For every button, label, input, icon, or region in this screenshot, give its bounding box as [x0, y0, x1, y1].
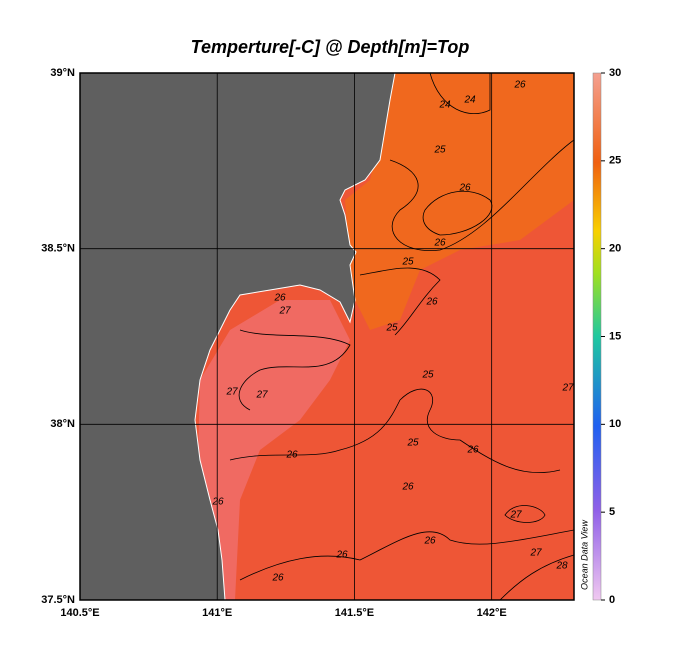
contour-label: 26 — [513, 80, 526, 91]
contour-line — [389, 139, 574, 252]
x-tick-label: 141.5°E — [335, 607, 374, 619]
contour-label: 26 — [423, 536, 436, 547]
colorbar-label: 0 — [609, 594, 615, 606]
colorbar-label: 15 — [609, 330, 621, 342]
contour-label: 26 — [273, 293, 286, 304]
colorbar-label: 10 — [609, 418, 621, 430]
contour-line — [359, 267, 441, 336]
y-tick-label: 38.5°N — [41, 243, 75, 255]
contour-label: 26 — [335, 550, 348, 561]
warm-water-north — [345, 73, 574, 330]
credit: Ocean Data View — [579, 520, 589, 590]
x-tick-label: 141°E — [202, 607, 232, 619]
colorbar-label: 25 — [609, 155, 621, 167]
contour-label: 27 — [255, 390, 268, 401]
colorbar — [592, 72, 602, 601]
contour-line — [504, 505, 546, 523]
contour-line — [229, 388, 561, 474]
contour-label: 27 — [509, 510, 522, 521]
y-tick-label: 39°N — [50, 67, 75, 79]
contour-label: 26 — [401, 482, 414, 493]
y-tick-label: 37.5°N — [41, 594, 75, 606]
map-title: Temperture[-C] @ Depth[m]=Top — [191, 37, 470, 57]
contour-line — [239, 529, 574, 581]
contour-line — [238, 329, 351, 411]
contour-label: 26 — [466, 445, 479, 456]
contour-label: 26 — [458, 183, 471, 194]
coastal-water — [198, 300, 350, 600]
contour-label: 26 — [433, 238, 446, 249]
contour-line — [499, 554, 574, 600]
contour-label: 26 — [271, 573, 284, 584]
colorbar-label: 30 — [609, 67, 621, 79]
contour-label: 28 — [555, 561, 568, 572]
contour-line — [422, 191, 493, 236]
contour-line — [429, 73, 491, 114]
contour-label: 27 — [529, 548, 542, 559]
contour-label: 25 — [433, 145, 446, 156]
y-tick-label: 38°N — [50, 418, 75, 430]
contour-label: 24 — [463, 95, 476, 106]
x-tick-label: 142°E — [477, 607, 507, 619]
contour-label: 26 — [211, 497, 224, 508]
contour-label: 25 — [421, 370, 434, 381]
contour-label: 24 — [438, 100, 451, 111]
contour-label: 25 — [401, 257, 414, 268]
x-tick-label: 140.5°E — [60, 607, 99, 619]
map-area — [80, 73, 574, 600]
contour-label: 26 — [425, 297, 438, 308]
colorbar-label: 5 — [609, 506, 615, 518]
contour-label: 27 — [561, 383, 574, 394]
land — [80, 73, 396, 600]
colorbar-label: 20 — [609, 243, 621, 255]
contour-label: 25 — [385, 323, 398, 334]
contour-label: 25 — [406, 438, 419, 449]
contour-label: 27 — [278, 306, 291, 317]
contour-label: 27 — [225, 387, 238, 398]
contour-label: 26 — [285, 450, 298, 461]
